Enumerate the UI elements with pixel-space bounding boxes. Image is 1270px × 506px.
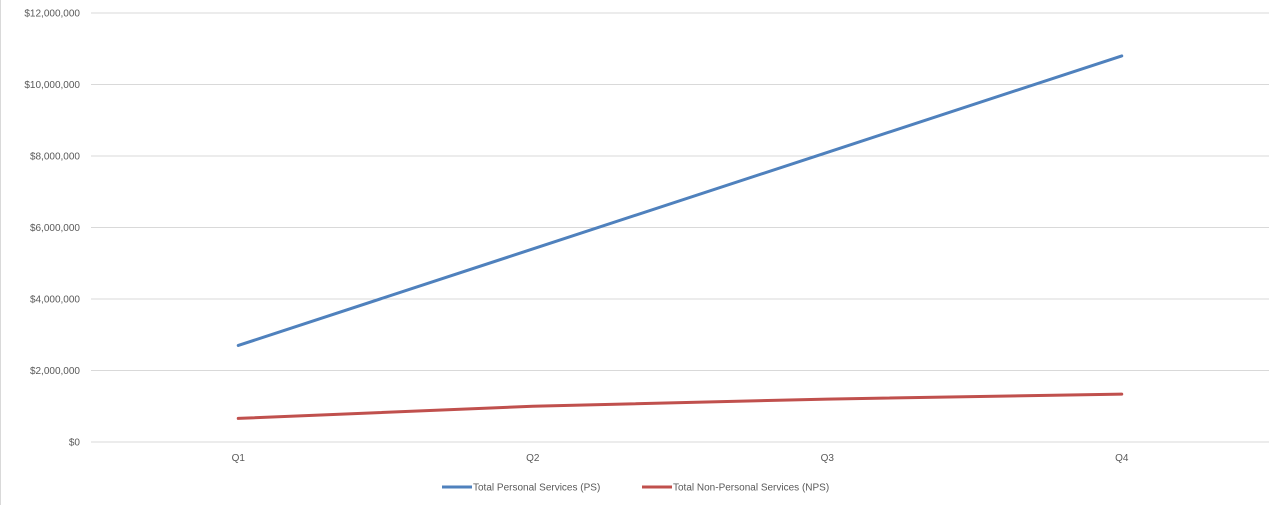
x-axis: Q1 Q2 Q3 Q4 <box>232 453 1129 464</box>
legend: Total Personal Services (PS) Total Non-Pe… <box>442 483 829 494</box>
series-line-1 <box>236 54 1124 347</box>
x-tick-label: Q2 <box>526 453 540 464</box>
y-tick-label: $0 <box>69 438 81 449</box>
x-tick-label: Q4 <box>1115 453 1129 464</box>
y-axis: $0 $2,000,000 $4,000,000 $6,000,000 $8,000,0… <box>24 9 80 449</box>
x-tick-label: Q3 <box>821 453 835 464</box>
legend-label-1: Total Personal Services (PS) <box>473 483 600 494</box>
y-tick-label: $2,000,000 <box>30 366 80 377</box>
x-tick-label: Q1 <box>232 453 246 464</box>
y-tick-label: $12,000,000 <box>24 9 80 20</box>
y-tick-label: $4,000,000 <box>30 295 80 306</box>
y-tick-label: $6,000,000 <box>30 223 80 234</box>
legend-label-2: Total Non-Personal Services (NPS) <box>673 483 829 494</box>
series-line-2 <box>236 392 1124 420</box>
gridlines <box>91 12 1269 443</box>
y-tick-label: $8,000,000 <box>30 152 80 163</box>
y-tick-label: $10,000,000 <box>24 80 80 91</box>
plot-lines <box>236 54 1124 420</box>
